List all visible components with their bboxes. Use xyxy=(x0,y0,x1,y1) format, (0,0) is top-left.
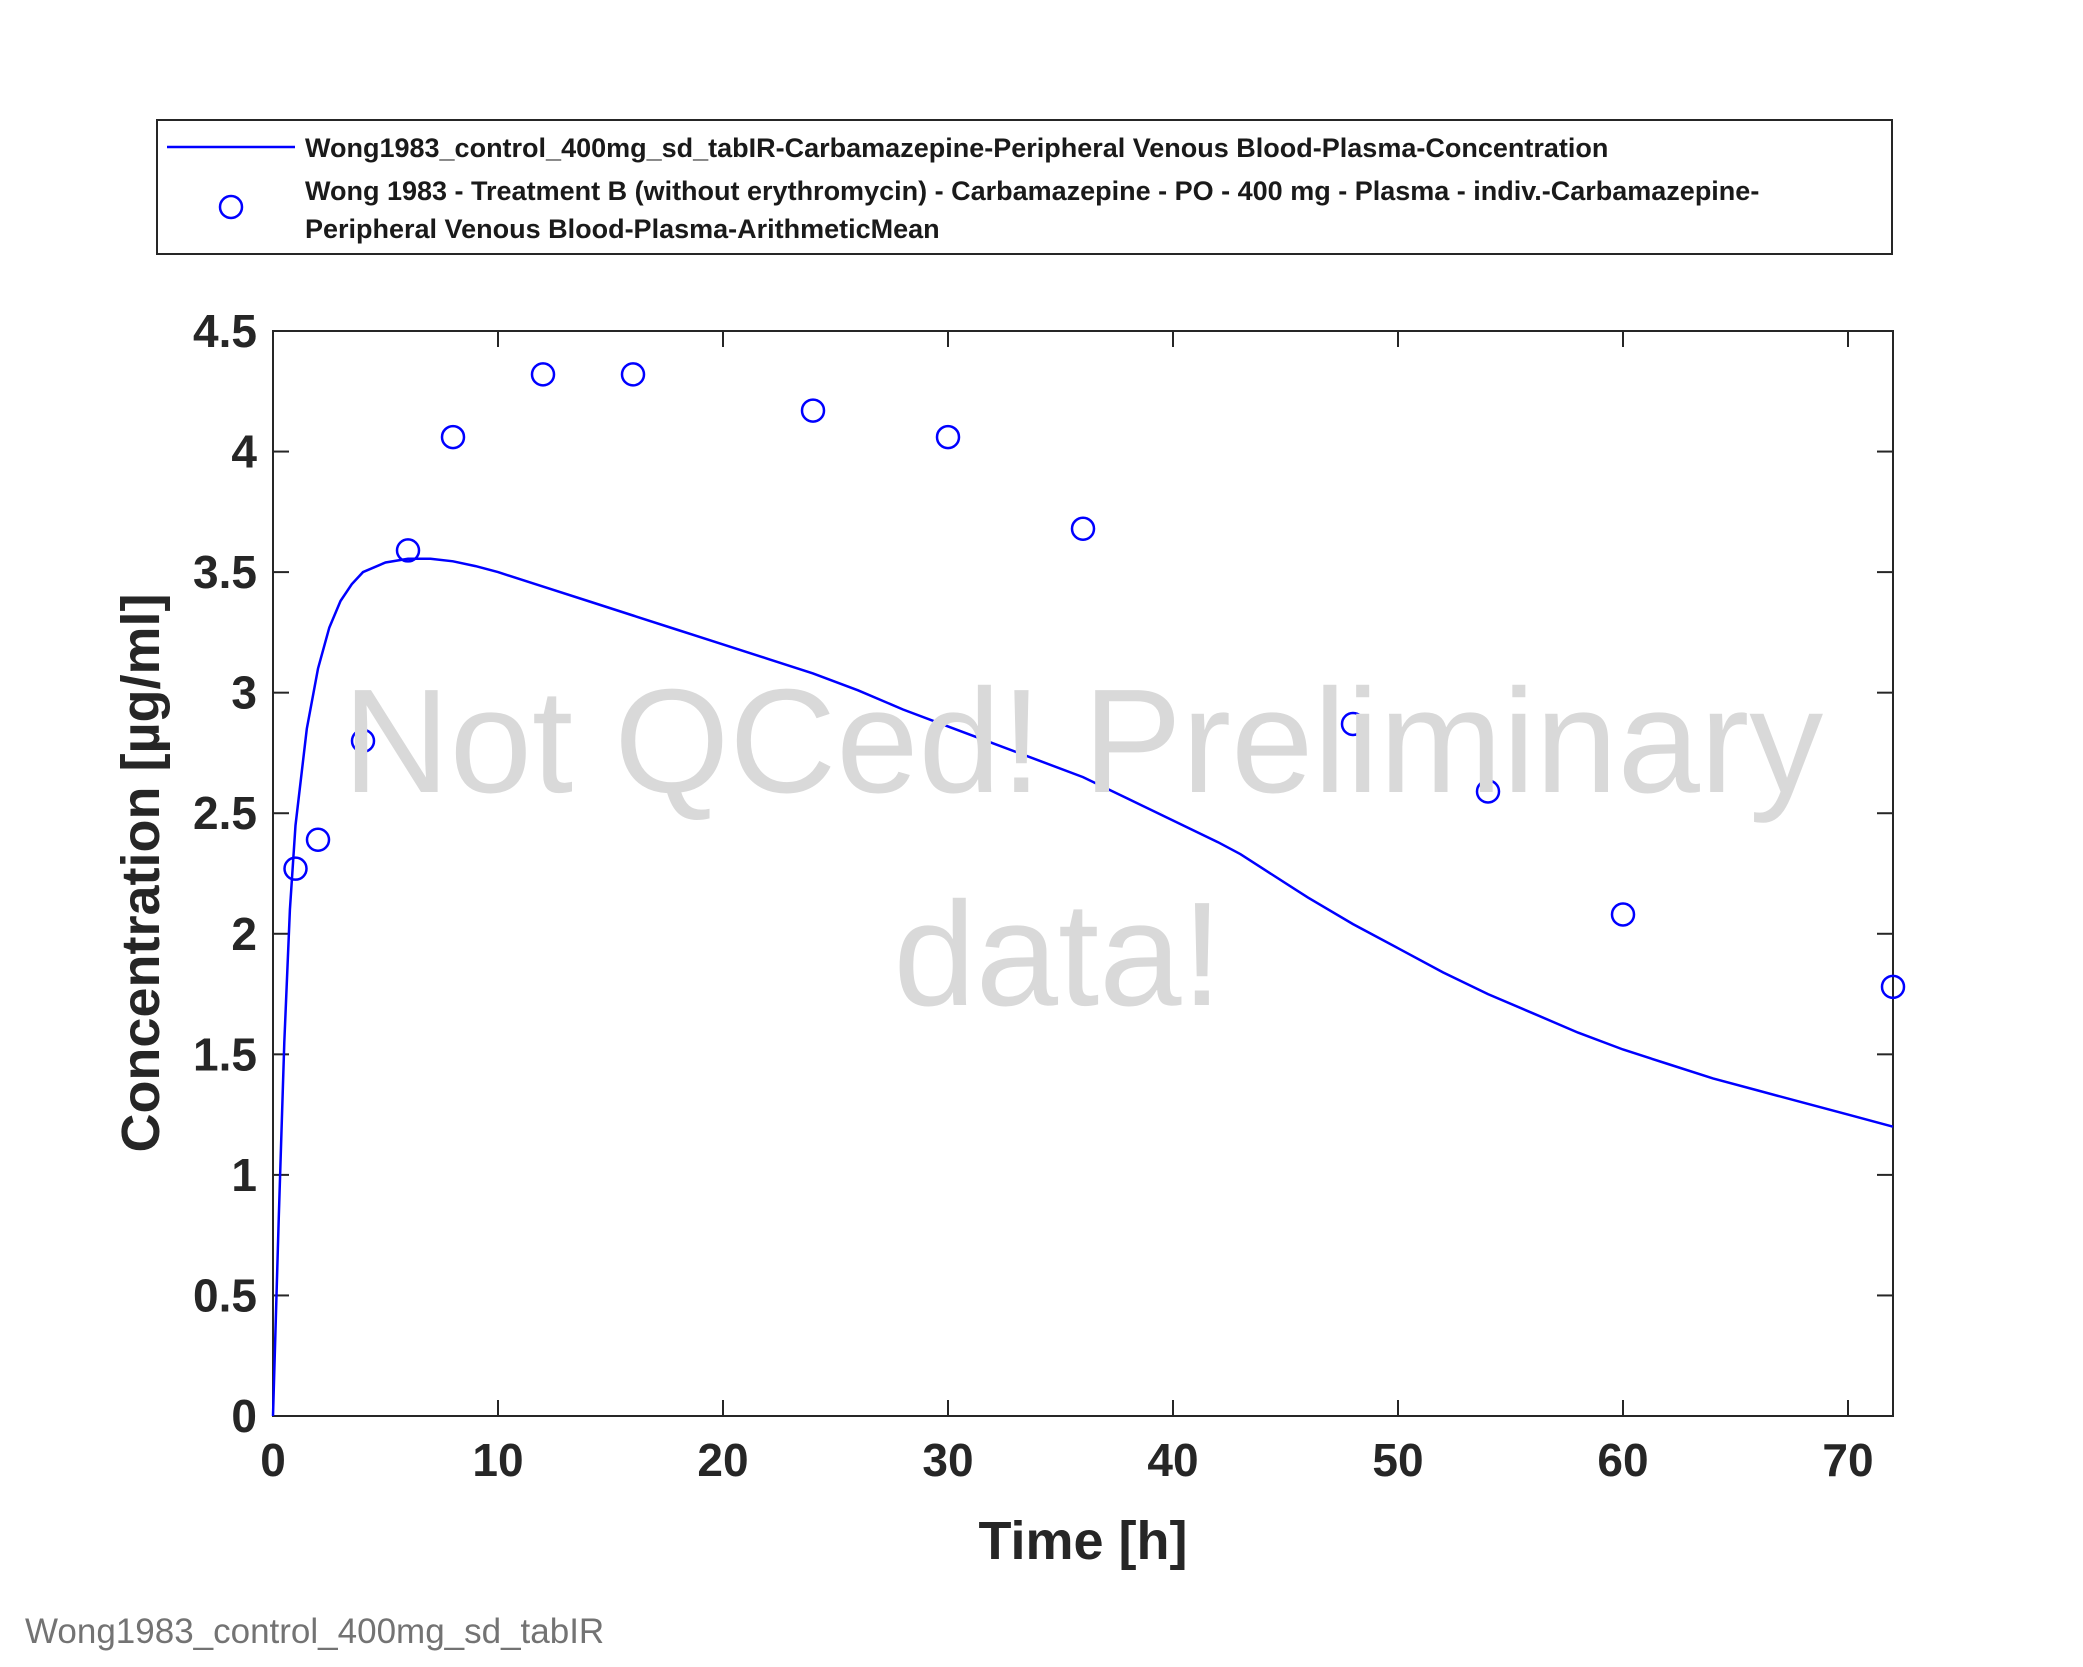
x-tick-label: 40 xyxy=(1147,1434,1198,1486)
x-tick-label: 60 xyxy=(1597,1434,1648,1486)
observed-data-point xyxy=(305,827,331,852)
observed-data-point xyxy=(350,728,376,754)
observed-data-point xyxy=(283,856,308,881)
plot-area xyxy=(272,330,1894,1417)
legend-line-label: Wong1983_control_400mg_sd_tabIR-Carbamaz… xyxy=(305,133,1608,163)
watermark: Not QCed! Preliminary data! xyxy=(343,659,1823,1037)
legend-marker-label-line1: Wong 1983 - Treatment B (without erythro… xyxy=(305,176,1759,206)
legend-marker-swatch xyxy=(218,194,244,220)
observed-data-point xyxy=(935,424,961,450)
observed-data-point xyxy=(440,424,466,450)
observed-data-point xyxy=(530,362,556,387)
legend-box xyxy=(156,119,1893,255)
observed-data-point xyxy=(1070,516,1096,541)
observed-data-point xyxy=(1880,974,1906,1000)
y-tick-label: 0.5 xyxy=(193,1269,257,1321)
y-axis-label: Concentration [µg/ml] xyxy=(111,593,171,1152)
y-tick-label: 3 xyxy=(231,667,257,719)
y-tick-label: 2.5 xyxy=(193,787,257,839)
observed-data-point xyxy=(1610,902,1636,927)
y-tick-label: 1 xyxy=(231,1149,257,1201)
x-tick-label: 50 xyxy=(1372,1434,1423,1486)
watermark-line2: data! xyxy=(893,872,1222,1037)
watermark-line1: Not QCed! Preliminary xyxy=(343,659,1823,824)
footer-label: Wong1983_control_400mg_sd_tabIR xyxy=(25,1612,604,1651)
y-tick-label: 3.5 xyxy=(193,546,257,598)
data-series xyxy=(271,362,1906,1417)
legend-marker-label-line2: Peripheral Venous Blood-Plasma-Arithmeti… xyxy=(305,214,940,244)
y-tick-label: 4.5 xyxy=(193,305,257,357)
x-tick-label: 0 xyxy=(260,1434,286,1486)
x-tick-label: 20 xyxy=(697,1434,748,1486)
legend: Wong1983_control_400mg_sd_tabIR-Carbamaz… xyxy=(156,119,1893,255)
axis-tick-labels: 0 10 20 30 40 50 60 70 0 0.5 1 1.5 2 2.5 3 3.5 4 4.5 xyxy=(193,305,1874,1486)
y-tick-label: 0 xyxy=(231,1390,257,1442)
x-tick-label: 10 xyxy=(472,1434,523,1486)
observed-data-point xyxy=(1475,779,1501,804)
observed-data-point xyxy=(395,538,421,563)
observed-data-point xyxy=(800,398,826,423)
y-tick-label: 2 xyxy=(231,908,257,960)
x-tick-label: 70 xyxy=(1822,1434,1873,1486)
observed-data-point xyxy=(620,362,646,387)
simulation-line xyxy=(271,557,1894,1417)
observed-data-point xyxy=(1340,711,1366,737)
x-tick-label: 30 xyxy=(922,1434,973,1486)
x-axis-label: Time [h] xyxy=(978,1511,1187,1571)
y-tick-label: 4 xyxy=(231,426,257,478)
y-tick-label: 1.5 xyxy=(193,1028,257,1080)
